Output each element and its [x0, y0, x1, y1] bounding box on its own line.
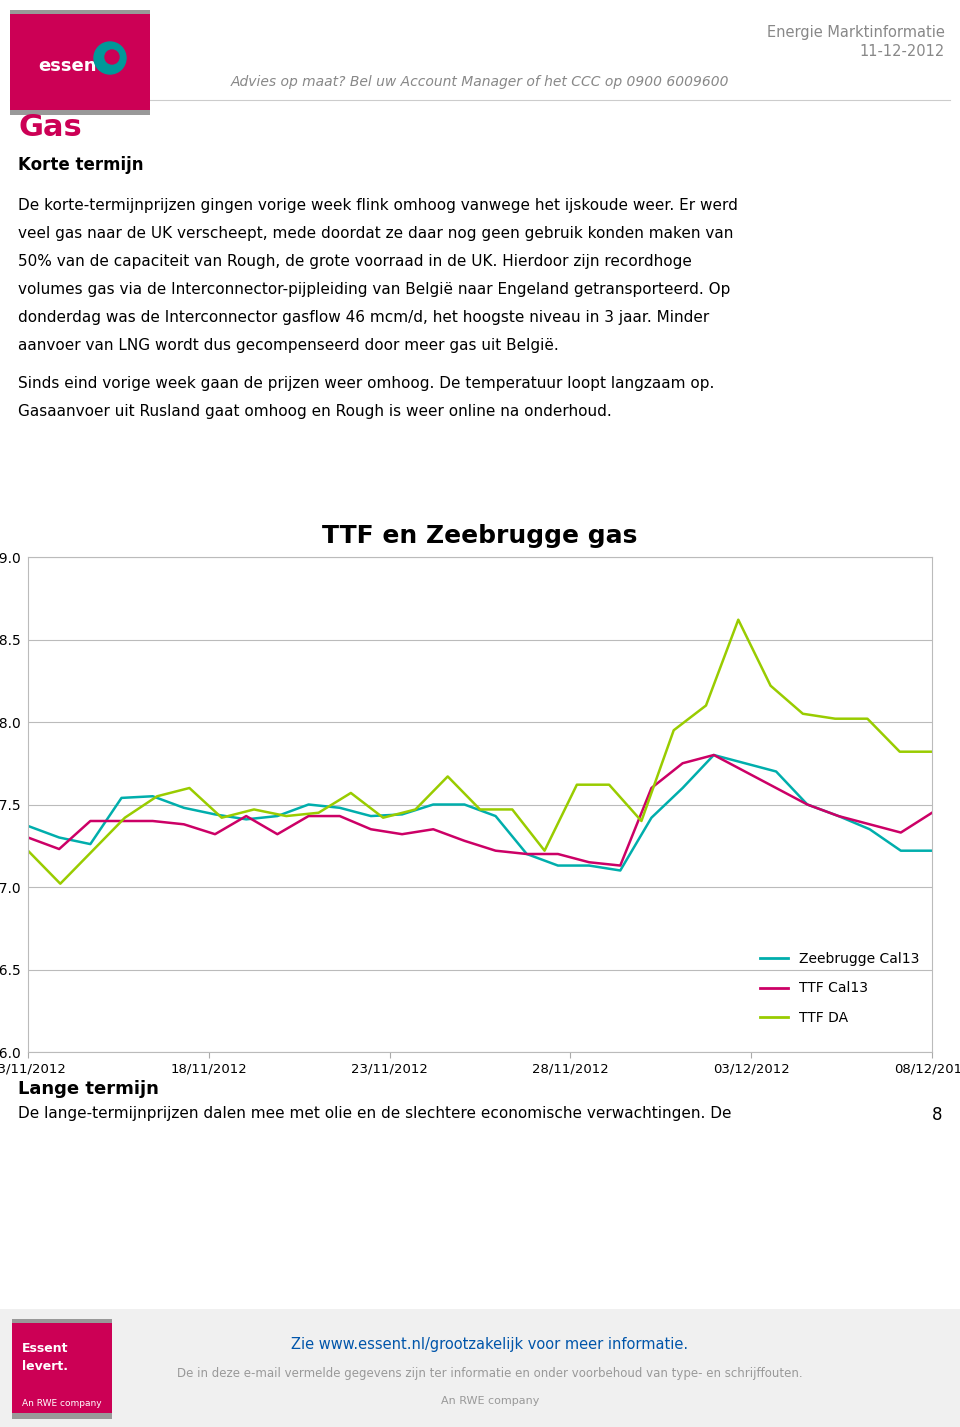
Title: TTF en Zeebrugge gas: TTF en Zeebrugge gas [323, 524, 637, 548]
Text: 50% van de capaciteit van Rough, de grote voorraad in de UK. Hierdoor zijn recor: 50% van de capaciteit van Rough, de grot… [18, 254, 692, 270]
Text: De korte-termijnprijzen gingen vorige week flink omhoog vanwege het ijskoude wee: De korte-termijnprijzen gingen vorige we… [18, 198, 738, 213]
Text: essent: essent [38, 57, 106, 76]
FancyBboxPatch shape [12, 1323, 112, 1413]
Text: Korte termijn: Korte termijn [18, 156, 143, 174]
Text: Energie Marktinformatie: Energie Marktinformatie [767, 24, 945, 40]
FancyBboxPatch shape [10, 14, 150, 110]
Circle shape [105, 50, 119, 64]
Text: De in deze e-mail vermelde gegevens zijn ter informatie en onder voorbehoud van : De in deze e-mail vermelde gegevens zijn… [178, 1367, 803, 1380]
Text: 11-12-2012: 11-12-2012 [860, 44, 945, 60]
Text: aanvoer van LNG wordt dus gecompenseerd door meer gas uit België.: aanvoer van LNG wordt dus gecompenseerd … [18, 338, 559, 352]
Text: donderdag was de Interconnector gasflow 46 mcm/d, het hoogste niveau in 3 jaar. : donderdag was de Interconnector gasflow … [18, 310, 709, 325]
Text: 8: 8 [931, 1106, 942, 1124]
FancyBboxPatch shape [0, 1309, 960, 1427]
Text: veel gas naar de UK verscheept, mede doordat ze daar nog geen gebruik konden mak: veel gas naar de UK verscheept, mede doo… [18, 225, 733, 241]
FancyBboxPatch shape [10, 10, 150, 116]
Text: An RWE company: An RWE company [441, 1396, 540, 1406]
Text: Essent: Essent [22, 1343, 68, 1356]
Text: An RWE company: An RWE company [22, 1398, 102, 1407]
FancyBboxPatch shape [12, 1319, 112, 1418]
Text: Gas: Gas [18, 114, 82, 143]
Legend: Zeebrugge Cal13, TTF Cal13, TTF DA: Zeebrugge Cal13, TTF Cal13, TTF DA [755, 946, 925, 1030]
Text: Advies op maat? Bel uw Account Manager of het CCC op 0900 6009600: Advies op maat? Bel uw Account Manager o… [230, 76, 730, 88]
Text: De lange-termijnprijzen dalen mee met olie en de slechtere economische verwachti: De lange-termijnprijzen dalen mee met ol… [18, 1106, 732, 1122]
Text: Sinds eind vorige week gaan de prijzen weer omhoog. De temperatuur loopt langzaa: Sinds eind vorige week gaan de prijzen w… [18, 375, 714, 391]
Text: volumes gas via de Interconnector-pijpleiding van België naar Engeland getranspo: volumes gas via de Interconnector-pijple… [18, 283, 731, 297]
Text: Zie www.essent.nl/grootzakelijk voor meer informatie.: Zie www.essent.nl/grootzakelijk voor mee… [292, 1337, 688, 1351]
Text: levert.: levert. [22, 1360, 68, 1374]
Circle shape [94, 41, 126, 74]
Text: Lange termijn: Lange termijn [18, 1080, 158, 1097]
Text: Gasaanvoer uit Rusland gaat omhoog en Rough is weer online na onderhoud.: Gasaanvoer uit Rusland gaat omhoog en Ro… [18, 404, 612, 420]
